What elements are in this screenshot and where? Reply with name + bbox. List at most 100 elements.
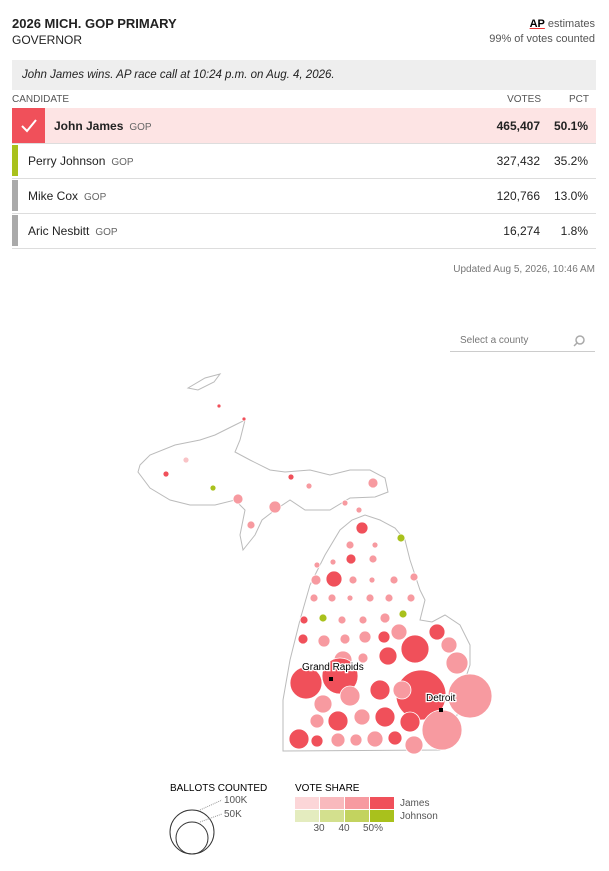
county-bubble — [345, 540, 355, 550]
candidate-color — [12, 180, 18, 211]
county-bubble — [355, 521, 369, 535]
county-bubble — [358, 630, 372, 644]
share-label: 40 — [338, 823, 350, 834]
county-bubble — [440, 636, 458, 654]
party: GOP — [84, 192, 107, 203]
share-swatch — [295, 797, 319, 809]
source-label: estimates — [547, 18, 595, 30]
county-bubble — [445, 651, 469, 675]
county-bubble — [287, 473, 295, 481]
candidate-name: Perry Johnson GOP — [28, 154, 134, 168]
county-bubble — [309, 713, 325, 729]
county-bubble — [318, 613, 328, 623]
county-bubble — [355, 506, 363, 514]
column-header: VOTES — [507, 94, 541, 105]
county-bubble — [216, 403, 222, 409]
county-bubble — [365, 593, 375, 603]
candidate-label: John James — [54, 119, 124, 133]
search-icon — [573, 335, 585, 347]
county-bubble — [371, 541, 379, 549]
candidate-row: Mike Cox GOP 120,766 13.0% — [12, 178, 596, 214]
county-bubble — [310, 734, 324, 748]
source-note: AP estimates 99% of votes counted — [489, 17, 595, 47]
county-bubble — [288, 728, 310, 750]
party: GOP — [111, 157, 134, 168]
county-bubble — [289, 666, 323, 700]
pct: 35.2% — [553, 154, 588, 168]
share-swatch — [370, 810, 394, 822]
share-label: 30 — [313, 823, 325, 834]
county-bubble — [246, 520, 256, 530]
county-bubble — [353, 708, 371, 726]
county-bubble — [317, 634, 331, 648]
county-bubble — [346, 594, 354, 602]
county-bubble — [309, 593, 319, 603]
county-bubble — [377, 630, 391, 644]
party: GOP — [95, 227, 118, 238]
county-bubble — [330, 732, 346, 748]
race-office: GOVERNOR — [12, 33, 83, 47]
county-bubble — [390, 623, 408, 641]
column-header: CANDIDATE — [12, 94, 70, 105]
legend-candidate: Johnson — [400, 811, 438, 822]
candidate-label: Aric Nesbitt — [28, 224, 90, 238]
size-leader — [199, 799, 223, 811]
county-bubble — [367, 477, 379, 489]
party: GOP — [129, 122, 152, 133]
size-label: 50K — [224, 809, 242, 820]
county-bubble — [374, 706, 396, 728]
isle-royale — [186, 373, 222, 391]
city-marker — [329, 677, 333, 681]
county-bubble — [396, 533, 406, 543]
size-swatch — [169, 809, 215, 855]
county-bubble — [398, 609, 408, 619]
county-bubble — [327, 710, 349, 732]
legend-title: VOTE SHARE — [295, 783, 360, 794]
share-swatch — [345, 810, 369, 822]
county-bubble — [379, 612, 391, 624]
share-swatch — [320, 810, 344, 822]
county-bubble — [182, 456, 190, 464]
county-bubble — [313, 561, 321, 569]
county-bubble — [400, 634, 430, 664]
city-label: Grand Rapids — [302, 662, 364, 673]
race-call: John James wins. AP race call at 10:24 p… — [12, 60, 596, 90]
candidate-color — [12, 145, 18, 176]
candidate-label: Mike Cox — [28, 189, 79, 203]
county-bubble — [392, 680, 412, 700]
column-header: PCT — [569, 94, 589, 105]
county-bubble — [305, 482, 313, 490]
candidate-row: Aric Nesbitt GOP 16,274 1.8% — [12, 213, 596, 249]
county-bubble — [162, 470, 170, 478]
county-search[interactable]: Select a county — [450, 330, 595, 352]
county-bubble — [404, 735, 424, 755]
county-bubble — [366, 730, 384, 748]
size-label: 100K — [224, 795, 248, 806]
legend-candidate: James — [400, 798, 429, 809]
county-bubble — [232, 493, 244, 505]
county-bubble — [384, 593, 394, 603]
votes: 465,407 — [496, 119, 540, 133]
votes: 327,432 — [496, 154, 540, 168]
pct: 50.1% — [553, 119, 588, 133]
legend-title: BALLOTS COUNTED — [170, 783, 267, 794]
county-bubble — [345, 553, 357, 565]
reporting: 99% of votes counted — [489, 33, 595, 45]
county-bubble — [313, 694, 333, 714]
check-icon — [21, 119, 37, 133]
source: AP — [529, 18, 545, 30]
county-bubble — [339, 685, 361, 707]
winner-check — [12, 108, 45, 143]
candidate-name: Mike Cox GOP — [28, 189, 106, 203]
county-bubble — [399, 711, 421, 733]
county-bubble — [369, 679, 391, 701]
county-bubble — [358, 615, 368, 625]
share-label: 50% — [363, 823, 383, 834]
county-bubble — [327, 593, 337, 603]
county-bubble — [368, 554, 378, 564]
county-bubble — [378, 646, 398, 666]
city-label: Detroit — [426, 693, 456, 704]
candidate-row: John James GOP 465,407 50.1% — [12, 108, 596, 144]
